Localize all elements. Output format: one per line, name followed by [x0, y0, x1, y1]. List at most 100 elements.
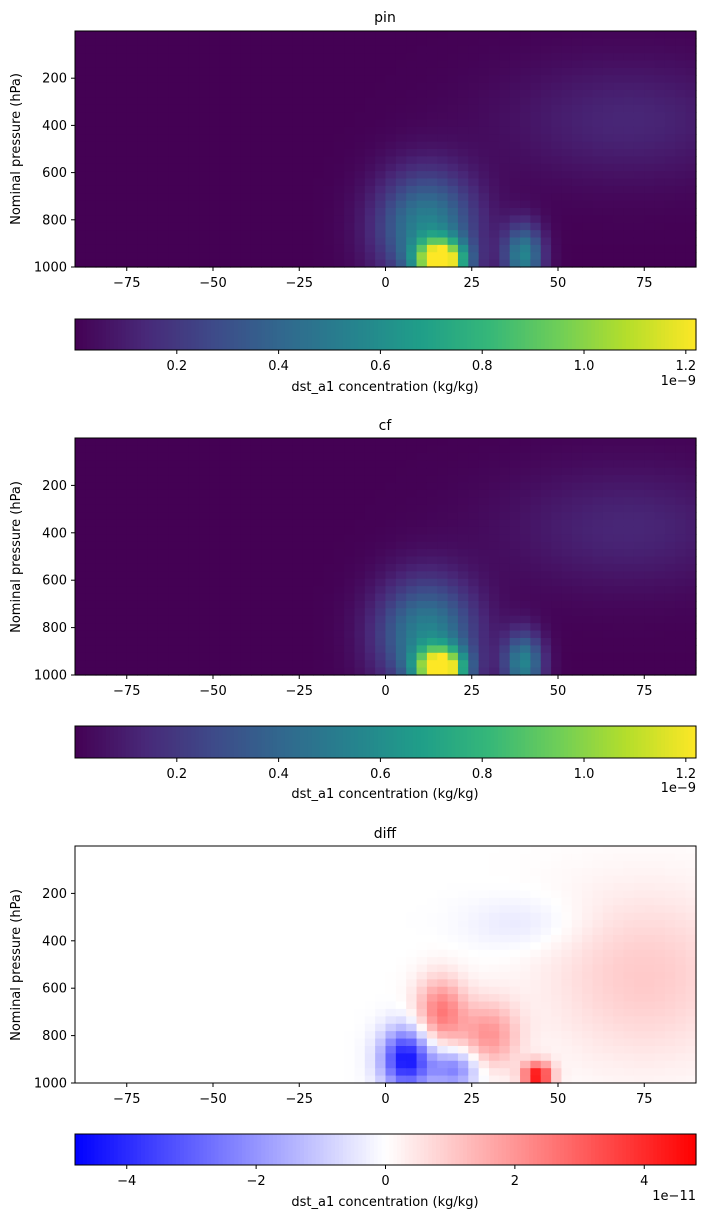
heatmap-cell [188, 593, 200, 602]
heatmap-cell [582, 571, 594, 580]
heatmap-cell [219, 504, 231, 513]
heatmap-cell [219, 912, 231, 921]
heatmap-cell [664, 193, 676, 202]
heatmap-cell [457, 438, 469, 447]
heatmap-cell [551, 126, 563, 135]
heatmap-cell [540, 259, 552, 268]
heatmap-cell [561, 578, 573, 587]
heatmap-cell [499, 45, 511, 54]
colorbar-segment [692, 726, 697, 758]
heatmap-cell [685, 578, 697, 587]
heatmap-cell [489, 82, 500, 91]
heatmap-cell [561, 571, 573, 580]
heatmap-cell [261, 230, 273, 239]
heatmap-cell [375, 126, 387, 135]
colorbar-segment [602, 726, 608, 758]
colorbar-segment [564, 319, 569, 350]
heatmap-cell [664, 259, 676, 268]
heatmap-cell [385, 171, 397, 180]
heatmap-cell [137, 563, 149, 572]
heatmap-cell [457, 237, 469, 246]
heatmap-cell [551, 504, 563, 513]
heatmap-cell [147, 112, 159, 121]
heatmap-cell [623, 645, 635, 654]
heatmap-cell [75, 112, 86, 121]
heatmap-cell [375, 119, 387, 128]
heatmap-cell [654, 482, 666, 491]
heatmap-cell [644, 526, 656, 535]
heatmap-cell [85, 438, 97, 447]
heatmap-cell [571, 541, 583, 550]
heatmap-cell [323, 237, 335, 246]
heatmap-cell [416, 660, 428, 669]
heatmap-cell [219, 215, 231, 224]
heatmap-cell [675, 460, 687, 469]
heatmap-cell [468, 259, 480, 268]
heatmap-cell [271, 927, 283, 936]
heatmap-cell [178, 467, 190, 476]
heatmap-cell [623, 541, 635, 550]
heatmap-cell [416, 90, 428, 98]
heatmap-cell [509, 230, 521, 239]
heatmap-cell [219, 489, 231, 498]
heatmap-cell [582, 244, 594, 253]
heatmap-cell [230, 512, 242, 521]
heatmap-cell [85, 586, 97, 595]
heatmap-cell [457, 519, 469, 528]
heatmap-cell [344, 90, 356, 98]
heatmap-cell [551, 526, 563, 535]
heatmap-cell [457, 126, 469, 135]
colorbar-segment [532, 319, 538, 350]
heatmap-cell [178, 897, 190, 906]
heatmap-cell [664, 534, 676, 543]
heatmap-cell [520, 452, 531, 461]
heatmap-cell [199, 460, 211, 469]
panel-title: cf [379, 418, 393, 434]
heatmap-cell [219, 593, 231, 602]
heatmap-cell [75, 1045, 86, 1054]
colorbar-segment [595, 726, 600, 758]
heatmap-cell [313, 438, 324, 447]
heatmap-cell [406, 252, 418, 261]
heatmap-cell [333, 556, 345, 565]
colorbar-segment [362, 726, 367, 758]
heatmap-cell [426, 623, 438, 632]
heatmap-cell [313, 208, 324, 216]
heatmap-cell [675, 141, 687, 150]
heatmap-cell [623, 171, 635, 180]
heatmap-cell [613, 38, 625, 47]
heatmap-cell [116, 645, 128, 654]
heatmap-cell [561, 660, 573, 669]
heatmap-cell [509, 97, 521, 106]
heatmap-cell [116, 586, 128, 595]
heatmap-cell [75, 1031, 86, 1040]
heatmap-cell [240, 141, 252, 150]
heatmap-cell [230, 171, 242, 180]
heatmap-cell [178, 171, 190, 180]
heatmap-cell [85, 112, 97, 121]
heatmap-cell [137, 126, 149, 135]
heatmap-cell [137, 475, 149, 484]
heatmap-cell [561, 652, 573, 661]
heatmap-cell [540, 482, 552, 491]
heatmap-cell [147, 497, 159, 506]
heatmap-cell [344, 586, 356, 595]
heatmap-cell [271, 615, 283, 624]
heatmap-cell [530, 104, 542, 113]
heatmap-cell [675, 156, 687, 165]
heatmap-cell [178, 949, 190, 958]
heatmap-cell [209, 637, 221, 646]
heatmap-cell [282, 512, 293, 521]
heatmap-cell [147, 578, 159, 587]
heatmap-cell [168, 141, 180, 150]
heatmap-cell [126, 519, 138, 528]
heatmap-cell [364, 97, 376, 106]
heatmap-cell [75, 482, 86, 491]
heatmap-cell [188, 1060, 200, 1069]
heatmap-cell [406, 230, 418, 239]
heatmap-cell [168, 215, 180, 224]
heatmap-cell [95, 156, 107, 165]
heatmap-cell [95, 200, 107, 209]
heatmap-cell [292, 667, 304, 676]
heatmap-cell [157, 994, 169, 1003]
